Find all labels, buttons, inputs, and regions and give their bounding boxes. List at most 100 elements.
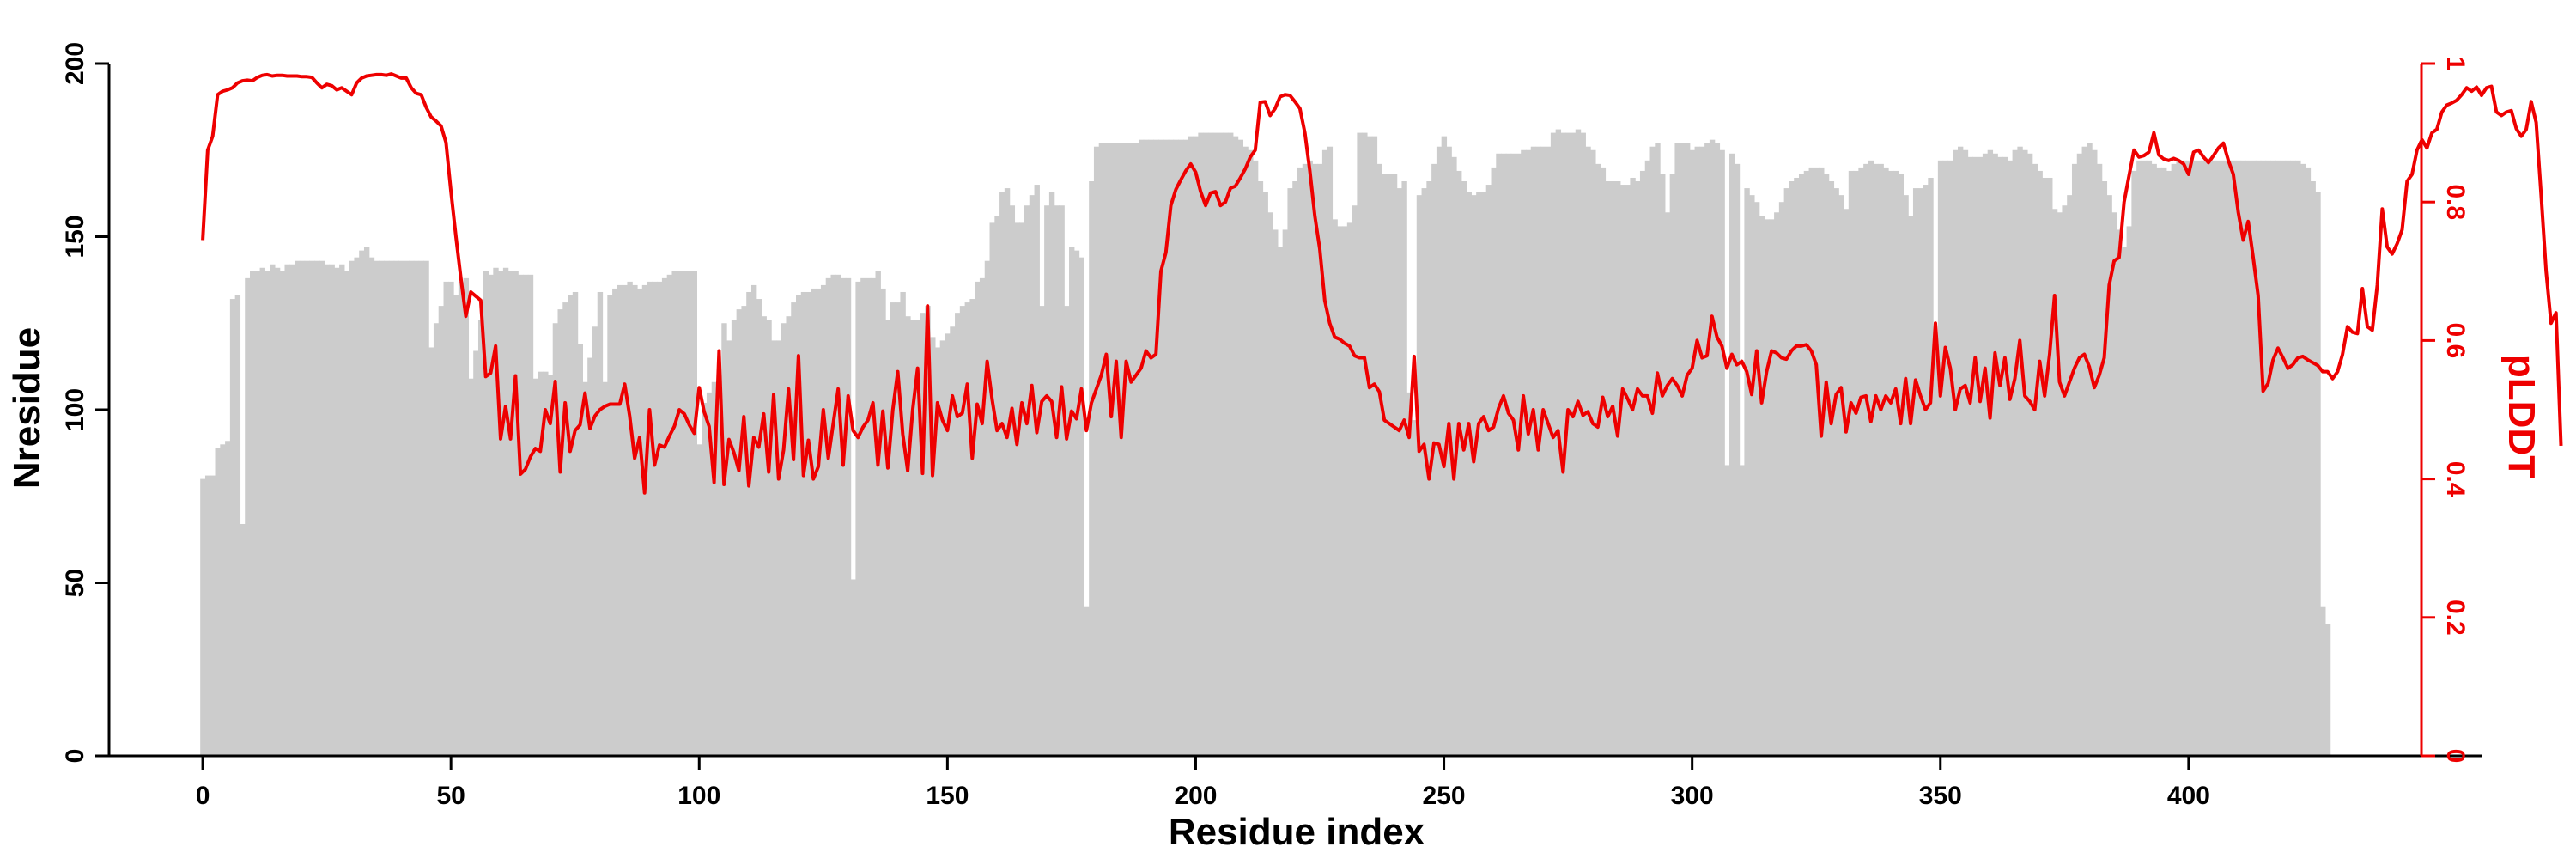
nresidue-bar [1332,219,1338,757]
nresidue-bar [1248,149,1254,756]
nresidue-bar [930,337,936,756]
nresidue-bar [1571,132,1577,757]
nresidue-bar [1794,177,1800,757]
nresidue-bar [2007,160,2014,757]
nresidue-bar [989,222,995,756]
nresidue-bar [1684,143,1691,756]
nresidue-bar [1853,170,1859,756]
nresidue-bar [1947,160,1953,757]
y-axis-left-title: Nresidue [6,327,48,489]
nresidue-bar [1630,177,1636,757]
nresidue-bar [736,309,743,756]
nresidue-bar [2300,163,2306,756]
nresidue-bar [2087,143,2093,756]
nresidue-bar [264,271,270,756]
nresidue-bar [741,306,747,757]
nresidue-bar [1431,163,1437,756]
nresidue-bar [477,320,484,756]
nresidue-bar [1893,170,1899,756]
nresidue-bar [1858,167,1864,756]
nresidue-bar [850,579,856,756]
nresidue-bar [1242,146,1249,757]
nresidue-bar [1680,143,1686,756]
nresidue-bar [627,281,633,756]
nresidue-bar [2285,160,2291,757]
nresidue-bar [945,333,951,756]
nresidue-bar [562,302,568,756]
nresidue-bar [602,381,608,756]
nresidue-bar [2081,146,2087,757]
nresidue-bar [210,475,216,756]
nresidue-bar [532,378,538,756]
nresidue-bar [1689,149,1696,756]
nresidue-bar [1471,195,1477,756]
nresidue-bar [1396,188,1403,756]
nresidue-bar [1480,192,1487,757]
nresidue-bar [200,478,206,756]
nresidue-bar [2131,170,2137,756]
nresidue-bar [215,448,221,756]
nresidue-bar [1744,188,1750,756]
nresidue-bar [295,260,301,757]
nresidue-bar [1516,153,1522,756]
nresidue-bar [666,274,673,757]
nresidue-bar [1803,170,1810,756]
nresidue-bar [950,326,956,756]
nresidue-bar [1456,170,1462,756]
nresidue-bar [1814,167,1820,756]
nresidue-bar [597,291,604,757]
nresidue-bar [1153,139,1159,756]
nresidue-bar [820,284,827,756]
nresidue-bar [254,271,261,756]
nresidue-bar [1098,143,1105,756]
nresidue-bar [1232,136,1239,756]
nresidue-bar [2235,160,2242,757]
nresidue-bar [1719,149,1725,756]
nresidue-bar [1044,205,1050,757]
x-axis-title: Residue index [1169,811,1425,853]
nresidue-bar [1953,149,1959,756]
nresidue-bar [2136,160,2142,757]
y-right-tick-label: 0 [2441,749,2470,764]
nresidue-bar [1590,149,1596,756]
nresidue-bar [1406,392,1413,756]
nresidue-bar [825,277,832,756]
nresidue-bar [1521,149,1527,756]
y-left-tick-label: 150 [61,215,89,258]
y-right-tick-label: 0.2 [2441,600,2470,636]
bars-layer [200,129,2331,757]
nresidue-bar [438,306,445,757]
nresidue-bar [552,323,559,756]
nresidue-bar [1560,132,1566,757]
nresidue-bar [1530,146,1537,757]
nresidue-bar [657,281,663,756]
nresidue-bar [934,347,941,756]
nresidue-bar [2121,247,2128,757]
nresidue-bar [637,288,643,756]
nresidue-bar [1327,146,1334,757]
nresidue-bar [279,271,286,756]
nresidue-bar [309,260,315,757]
nresidue-bar [473,350,479,756]
nresidue-bar [721,323,727,756]
x-tick-label: 350 [1919,782,1962,810]
nresidue-bar [259,267,265,756]
nresidue-bar [1466,192,1472,757]
nresidue-bar [2190,160,2197,757]
nresidue-bar [1158,139,1164,756]
nresidue-bar [1218,132,1224,757]
nresidue-bar [1729,153,1735,756]
nresidue-bar [2255,160,2262,757]
nresidue-bar [1942,160,1949,757]
nresidue-bar [959,306,966,757]
nresidue-bar [1838,195,1844,756]
nresidue-bar [1069,247,1075,757]
nresidue-bar [2002,156,2008,756]
nresidue-bar [895,302,902,756]
nresidue-bar [2320,606,2326,756]
nresidue-bar [1868,160,1874,757]
plddt-line [201,72,2563,495]
nresidue-bar [1371,136,1378,756]
nresidue-bar [830,274,836,757]
